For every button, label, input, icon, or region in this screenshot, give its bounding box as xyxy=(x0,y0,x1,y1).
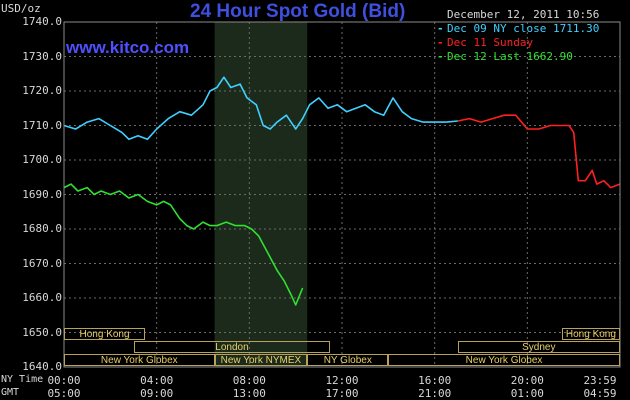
legend-swatch: - xyxy=(437,50,444,63)
session-box: Hong Kong xyxy=(562,328,620,340)
session-box: Hong Kong xyxy=(64,328,146,340)
legend-item-ny-close: - Dec 09 NY close 1711.30 xyxy=(437,22,617,36)
y-tick-label: 1680.0 xyxy=(22,222,62,235)
y-tick-label: 1700.0 xyxy=(22,153,62,166)
y-tick-label: 1670.0 xyxy=(22,256,62,270)
legend-item-sunday: - Dec 11 Sunday xyxy=(437,36,617,50)
x-tick-label-gmt: 13:00 xyxy=(232,387,266,400)
legend-label: Dec 11 Sunday xyxy=(447,36,534,49)
x-tick-label-ny: 16:00 xyxy=(418,374,452,387)
series-line-2 xyxy=(63,183,304,306)
session-box: NY Globex xyxy=(307,354,389,366)
x-tick-label-ny: 00:00 xyxy=(47,374,81,387)
session-box: London xyxy=(133,341,331,353)
x-tick-label-gmt: 21:00 xyxy=(418,387,452,400)
series-line-0 xyxy=(63,76,458,141)
x-tick-label-gmt: 05:00 xyxy=(47,387,81,400)
x-tick-label-ny: 04:00 xyxy=(140,374,174,387)
legend-item-last: - Dec 12 Last 1662.90 xyxy=(437,50,617,64)
x-tick-label-ny: 20:00 xyxy=(510,374,544,387)
brand-link[interactable]: www.kitco.com xyxy=(66,38,190,57)
y-tick-label: 1730.0 xyxy=(22,49,62,63)
x-tick-label-ny: 12:00 xyxy=(325,374,359,387)
plot-background xyxy=(64,22,620,367)
y-tick-label: 1710.0 xyxy=(22,118,62,132)
x-tick-label-ny: 08:00 xyxy=(232,374,266,387)
chart-title: 24 Hour Spot Gold (Bid) xyxy=(190,1,406,22)
session-box: New York Globex xyxy=(388,354,620,366)
series-layer xyxy=(63,76,621,306)
gmt-row-label: GMT xyxy=(1,387,20,398)
y-tick-label: 1640.0 xyxy=(22,360,62,373)
y-tick-label: 1720.0 xyxy=(22,84,62,97)
y-axis-unit: USD/oz xyxy=(1,2,41,15)
x-tick-label-gmt: 09:00 xyxy=(140,387,174,400)
x-tick-label-gmt: 04:59 xyxy=(583,387,617,400)
y-tick-label: 1690.0 xyxy=(22,187,62,201)
y-tick-label: 1650.0 xyxy=(22,325,62,339)
chart-date: December 12, 2011 10:56 xyxy=(447,8,600,21)
ny-time-row-label: NY Time xyxy=(1,374,44,385)
session-box: New York NYMEX xyxy=(214,354,308,366)
y-tick-label: 1660.0 xyxy=(22,291,62,304)
x-tick-label-ny: 23:59 xyxy=(583,374,617,387)
legend-label: Dec 09 NY close 1711.30 xyxy=(447,22,600,35)
legend-swatch: - xyxy=(437,22,444,35)
x-tick-label-gmt: 01:00 xyxy=(510,387,544,400)
legend-swatch: - xyxy=(437,36,444,49)
x-tick-label-gmt: 17:00 xyxy=(325,387,359,400)
session-box: New York Globex xyxy=(64,354,215,366)
y-tick-label: 1740.0 xyxy=(22,15,62,28)
legend-label: Dec 12 Last 1662.90 xyxy=(447,50,573,63)
legend: - Dec 09 NY close 1711.30 - Dec 11 Sunday … xyxy=(437,22,617,64)
series-line-1 xyxy=(457,114,621,189)
session-box: Sydney xyxy=(457,341,620,353)
plot-frame xyxy=(63,21,621,368)
